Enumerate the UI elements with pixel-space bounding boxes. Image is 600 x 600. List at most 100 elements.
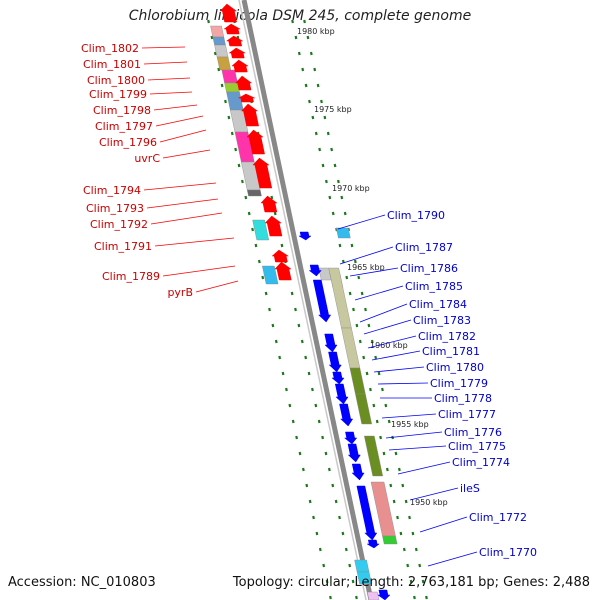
- tick-mark: [295, 435, 298, 440]
- tick-mark: [409, 579, 413, 584]
- reverse-gene-arrow: [312, 279, 332, 323]
- right-gene-label: Clim_1782: [418, 330, 476, 343]
- left-gene-label: Clim_1799: [89, 88, 147, 101]
- tick-mark: [300, 339, 304, 344]
- tick-mark: [329, 595, 332, 600]
- reverse-gene-arrow: [298, 231, 312, 241]
- feature-box: [367, 591, 380, 600]
- forward-gene-arrow: [240, 103, 259, 127]
- forward-gene-arrow: [246, 129, 265, 155]
- tick-mark: [237, 163, 241, 168]
- tick-mark: [288, 403, 292, 408]
- tick-mark: [331, 211, 335, 216]
- genome-backbone: [238, 0, 374, 600]
- reverse-gene-arrow: [366, 539, 380, 549]
- tick-mark: [326, 131, 330, 136]
- feature-box: [370, 481, 396, 537]
- tick-mark: [294, 35, 298, 40]
- tick-mark: [271, 323, 275, 328]
- tick-mark: [301, 67, 305, 72]
- feature-box: [262, 265, 279, 285]
- tick-mark: [224, 99, 227, 104]
- tick-mark: [343, 211, 347, 216]
- tick-mark: [290, 291, 294, 296]
- forward-gene-arrow: [237, 93, 255, 103]
- forward-gene-arrow: [252, 157, 273, 189]
- tick-marks: [207, 19, 428, 600]
- tick-mark: [291, 419, 295, 424]
- tick-mark: [303, 19, 306, 24]
- tick-mark: [230, 131, 234, 136]
- tick-mark: [318, 547, 322, 552]
- tick-mark: [217, 67, 221, 72]
- tick-mark: [389, 483, 393, 488]
- tick-mark: [241, 179, 244, 184]
- tick-mark: [374, 355, 378, 360]
- tick-mark: [268, 307, 271, 312]
- left-label-line: [162, 149, 211, 159]
- feature-box: [336, 227, 351, 239]
- tick-mark: [338, 243, 342, 248]
- left-label-line: [153, 104, 198, 111]
- left-gene-label: Clim_1792: [90, 218, 148, 231]
- tick-mark: [315, 531, 319, 536]
- tick-mark: [392, 499, 396, 504]
- tick-mark: [379, 435, 382, 440]
- tick-mark: [352, 307, 355, 312]
- tick-mark: [327, 467, 331, 472]
- tick-mark: [213, 51, 217, 56]
- tick-mark: [244, 195, 248, 200]
- tick-mark: [362, 355, 366, 360]
- tick-mark: [280, 243, 284, 248]
- kbp-label: 1965 kbp: [347, 263, 385, 272]
- right-gene-label: Clim_1777: [438, 408, 496, 421]
- kbp-label: 1980 kbp: [297, 27, 335, 36]
- tick-mark: [325, 179, 328, 184]
- tick-mark: [305, 483, 309, 488]
- right-label-line: [381, 413, 437, 419]
- right-label-line: [419, 516, 468, 533]
- right-label-line: [359, 303, 408, 323]
- genome-summary-text: Topology: circular; Length: 2,763,181 bp…: [232, 575, 590, 590]
- right-gene-label: Clim_1787: [395, 241, 453, 254]
- tick-mark: [322, 563, 326, 568]
- tick-mark: [345, 275, 349, 280]
- tick-mark: [340, 195, 344, 200]
- tick-mark: [425, 595, 428, 600]
- right-label-line: [409, 487, 459, 501]
- left-gene-label: Clim_1791: [94, 240, 152, 253]
- feature-box: [364, 435, 384, 477]
- left-gene-label: Clim_1797: [95, 120, 153, 133]
- left-label-line: [195, 280, 239, 293]
- feature-box: [356, 571, 372, 585]
- reverse-gene-arrow: [344, 431, 358, 445]
- feature-box: [246, 189, 262, 197]
- tick-mark: [370, 339, 374, 344]
- left-gene-label: Clim_1802: [81, 42, 139, 55]
- right-gene-label: Clim_1775: [448, 440, 506, 453]
- tick-mark: [321, 163, 325, 168]
- tick-mark: [325, 579, 329, 584]
- left-gene-label: pyrB: [167, 286, 193, 299]
- tick-mark: [220, 83, 224, 88]
- tick-mark: [306, 35, 310, 40]
- tick-mark: [207, 19, 210, 24]
- right-label-line: [363, 319, 412, 335]
- right-label-line: [339, 246, 394, 265]
- feature-box: [252, 219, 270, 241]
- reverse-gene-arrow: [339, 403, 354, 427]
- tick-mark: [314, 403, 318, 408]
- forward-gene-arrow: [228, 47, 246, 59]
- tick-mark: [330, 147, 334, 152]
- tick-mark: [309, 51, 313, 56]
- right-label-line: [354, 285, 404, 301]
- kbp-labels: 1980 kbp 1975 kbp 1970 kbp 1965 kbp 1960 kbp…: [297, 27, 448, 507]
- tick-mark: [337, 179, 340, 184]
- right-gene-label: Clim_1781: [422, 345, 480, 358]
- tick-mark: [281, 371, 285, 376]
- forward-gene-arrow: [271, 249, 290, 263]
- tick-mark: [318, 147, 322, 152]
- feature-box: [382, 535, 398, 545]
- tick-mark: [321, 435, 324, 440]
